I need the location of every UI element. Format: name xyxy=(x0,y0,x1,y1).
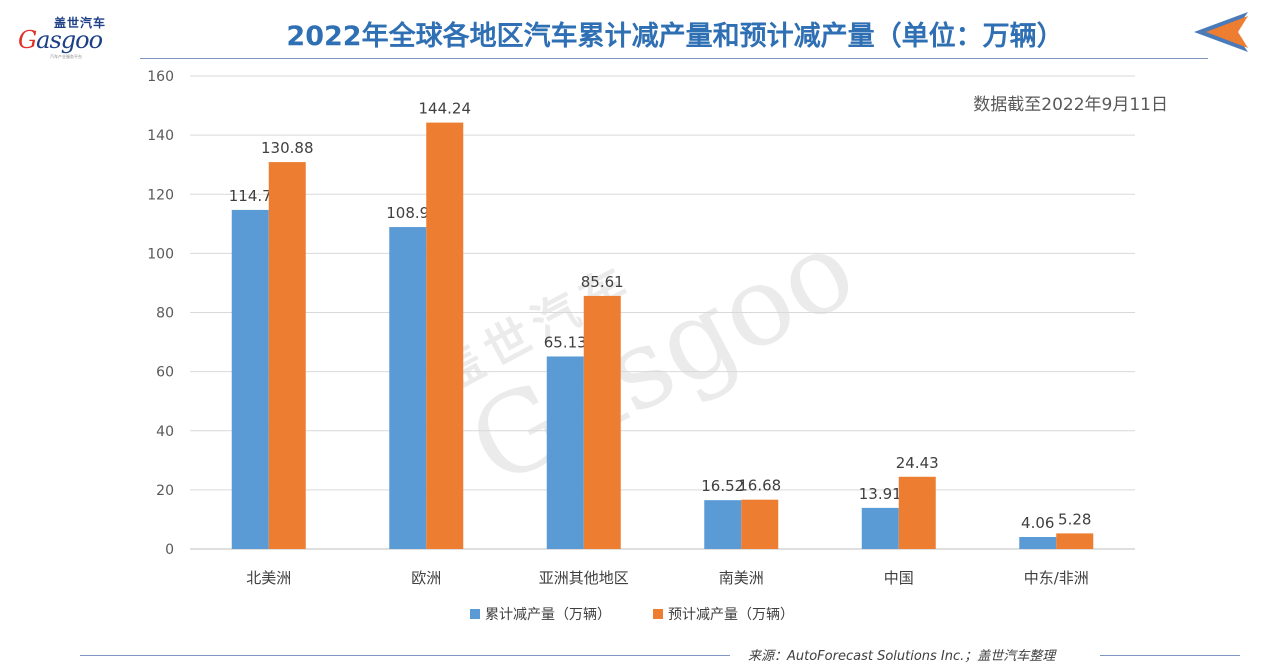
data-label: 85.61 xyxy=(581,273,624,291)
x-tick-label: 北美洲 xyxy=(246,569,291,587)
data-label: 108.9 xyxy=(386,204,429,222)
data-date-note: 数据截至2022年9月11日 xyxy=(973,95,1168,115)
data-label: 4.06 xyxy=(1021,514,1054,532)
data-label: 130.88 xyxy=(261,139,314,157)
x-tick-label: 中国 xyxy=(884,569,914,587)
data-label: 16.68 xyxy=(738,477,781,495)
legend-swatch xyxy=(653,609,663,619)
legend-swatch xyxy=(470,609,480,619)
logo-brand-cn: 盖世汽车 xyxy=(54,16,107,30)
legend-label: 预计减产量（万辆） xyxy=(668,607,794,623)
y-tick-label: 80 xyxy=(156,306,174,322)
data-label: 16.52 xyxy=(701,477,744,495)
bar-chart: 0 20 40 60 80 100 120 140 160 114.7 130.88 北美洲 108.9… xyxy=(147,69,1135,623)
title-divider xyxy=(140,58,1208,59)
x-tick-label: 南美洲 xyxy=(719,569,764,587)
data-label: 5.28 xyxy=(1058,510,1091,528)
footer-divider-left xyxy=(80,655,730,656)
bar-forecast xyxy=(898,476,936,549)
bar-cumulative xyxy=(1019,536,1057,549)
bar-cumulative xyxy=(546,356,584,549)
data-label: 114.7 xyxy=(229,187,272,205)
bar-forecast xyxy=(741,499,779,549)
arrow-light-shape xyxy=(1206,16,1248,48)
y-tick-label: 60 xyxy=(156,365,174,381)
legend-label: 累计减产量（万辆） xyxy=(485,607,611,623)
bar-forecast xyxy=(1056,533,1094,549)
y-tick-label: 100 xyxy=(147,246,174,262)
back-arrow-icon xyxy=(1194,12,1248,52)
y-tick-label: 0 xyxy=(165,542,174,558)
source-note: 来源：AutoForecast Solutions Inc.；盖世汽车整理 xyxy=(748,649,1056,664)
bar-cumulative xyxy=(231,209,269,549)
y-tick-label: 160 xyxy=(147,69,174,85)
bar-forecast xyxy=(583,295,621,549)
logo-tagline: 汽车产业服务平台 xyxy=(50,54,82,59)
x-tick-label: 亚洲其他地区 xyxy=(539,569,629,587)
footer-divider-right xyxy=(1100,655,1240,656)
data-label: 65.13 xyxy=(544,333,587,351)
y-tick-label: 40 xyxy=(156,424,174,440)
data-label: 144.24 xyxy=(419,100,472,118)
logo-brand-en-initial: G xyxy=(18,26,37,54)
bar-cumulative xyxy=(861,507,899,549)
y-tick-label: 120 xyxy=(147,187,174,203)
logo-brand-en: Gasgoo xyxy=(18,26,103,54)
bar-cumulative xyxy=(704,500,742,549)
logo-brand-en-rest: asgoo xyxy=(36,26,103,54)
gasgoo-logo: 盖世汽车 Gasgoo 汽车产业服务平台 xyxy=(14,14,134,60)
chart-title: 2022年全球各地区汽车累计减产量和预计减产量（单位：万辆） xyxy=(286,21,1064,52)
data-label: 24.43 xyxy=(896,454,939,472)
x-tick-label: 中东/非洲 xyxy=(1024,569,1089,587)
bar-cumulative xyxy=(389,227,427,549)
x-tick-label: 欧洲 xyxy=(411,569,441,587)
bar-forecast xyxy=(268,162,306,549)
bar-forecast xyxy=(426,122,464,549)
y-tick-label: 140 xyxy=(147,128,174,144)
data-label: 13.91 xyxy=(859,485,902,503)
y-tick-label: 20 xyxy=(156,483,174,499)
